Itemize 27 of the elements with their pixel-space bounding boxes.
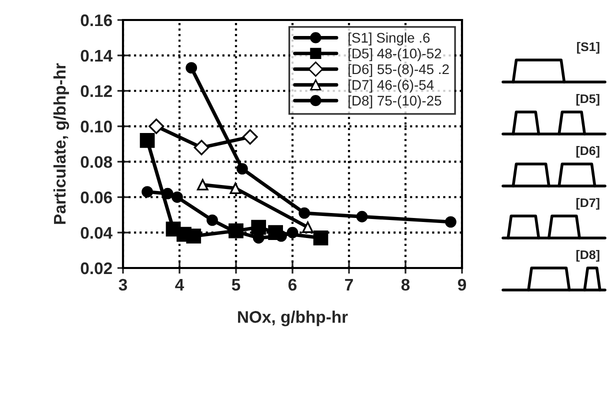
- y-tick-label: 0.06: [80, 192, 112, 204]
- x-tick-label: 3: [118, 278, 128, 291]
- y-tick-label: 0.12: [80, 85, 112, 98]
- legend-label: [D8] 75-(10)-25: [348, 95, 442, 108]
- y-tick-label: 0.04: [80, 226, 112, 239]
- text: [D5]: [576, 94, 600, 106]
- x-tick-label: 5: [232, 279, 240, 291]
- legend-label: [D6] 55-(8)-45 .2: [348, 64, 449, 77]
- y-tick-label: 0.14: [80, 50, 112, 62]
- x-tick-label: 4: [175, 279, 184, 290]
- y-tick-label: 0.10: [80, 120, 112, 132]
- text: [D7]: [576, 198, 600, 210]
- y-tick-label: 0.08: [80, 156, 112, 168]
- text: [D6]: [576, 146, 600, 158]
- x-tick-label: 8: [401, 278, 410, 291]
- x-axis-title: NOx, g/bhp-hr: [238, 310, 348, 326]
- legend-label: [S1] Single .6: [348, 32, 430, 46]
- text: [D8]: [576, 250, 600, 262]
- y-axis-title: Particulate, g/bhp-hr: [53, 63, 70, 224]
- x-tick-label: 6: [288, 278, 297, 291]
- y-tick-label: 0.16: [80, 14, 112, 26]
- x-tick-label: 9: [458, 278, 466, 291]
- text: [S1]: [577, 42, 600, 54]
- x-tick-label: 7: [345, 279, 353, 290]
- legend-label: [D7] 46-(6)-54: [348, 80, 434, 93]
- legend-label: [D5] 48-(10)-52: [348, 48, 442, 62]
- y-tick-label: 0.02: [80, 262, 112, 274]
